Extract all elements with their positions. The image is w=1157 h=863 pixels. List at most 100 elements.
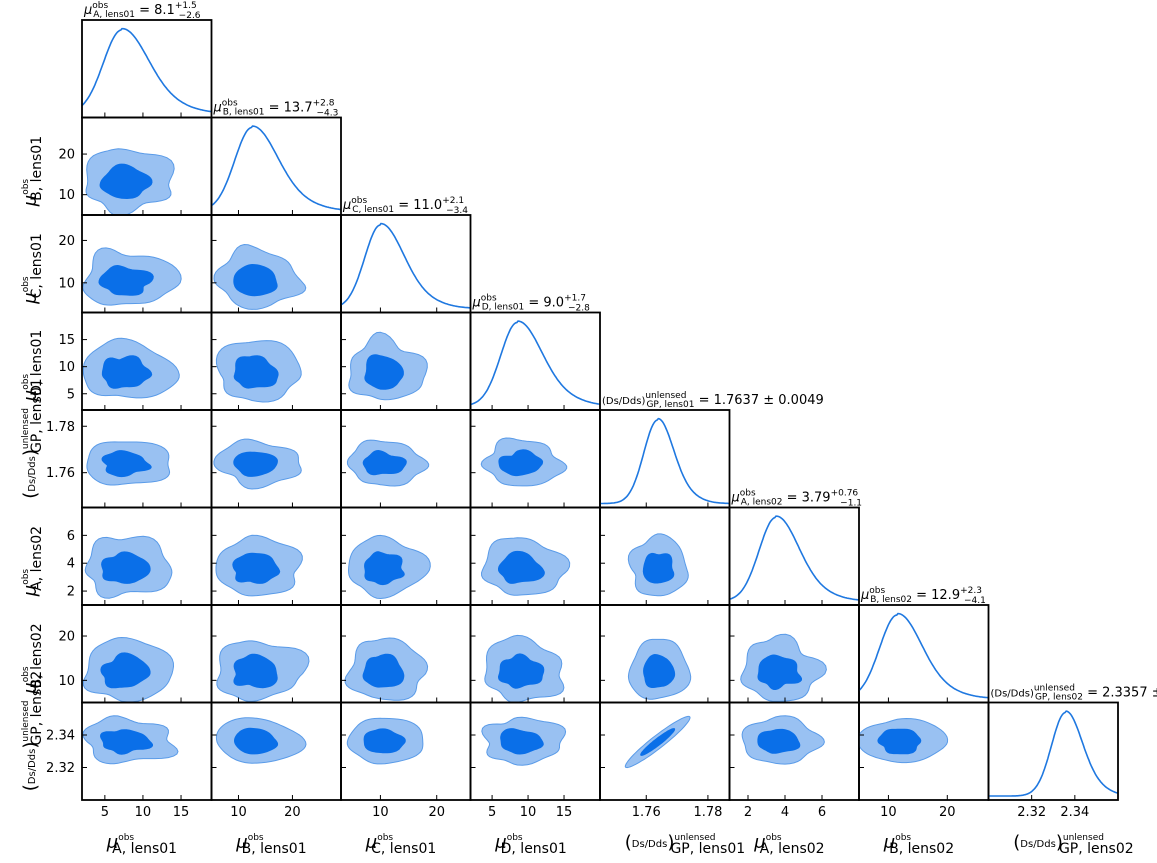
contour-68 xyxy=(364,551,405,586)
contour-panel-muA_lens01-vs-muB_lens01 xyxy=(81,116,213,216)
x-tick-label: 5 xyxy=(488,805,496,820)
panel-title-muD_lens01: μobs D, lens01 = 9.0+1.7 −2.8 xyxy=(472,294,591,314)
contour-68 xyxy=(643,653,676,688)
y-tick-label: 20 xyxy=(58,630,75,645)
x-axis-label-muB_lens01: μobs B, lens01 xyxy=(235,832,306,857)
panel-frame xyxy=(858,604,990,704)
contour-panel-muB_lens01-vs-muC_lens01 xyxy=(210,214,342,314)
density-curve-ratio_lens01 xyxy=(600,417,730,505)
contour-68 xyxy=(757,654,802,690)
contour-panel-muC_lens01-vs-muD_lens01 xyxy=(340,311,472,411)
panel-title-muA_lens01: μobs A, lens01 = 8.1+1.5 −2.6 xyxy=(83,1,201,21)
contour-panel-ratio_lens01-vs-muA_lens02 xyxy=(599,506,731,606)
density-curve-muB_lens02 xyxy=(859,612,989,699)
contour-68 xyxy=(101,551,151,584)
contour-68 xyxy=(363,728,406,754)
density-panel-muC_lens01 xyxy=(340,214,472,314)
contour-68 xyxy=(233,263,278,297)
x-tick-label: 1.78 xyxy=(693,805,722,820)
panel-frame xyxy=(340,214,472,314)
contour-68 xyxy=(101,450,152,478)
contour-panel-muB_lens02-vs-ratio_lens02 xyxy=(858,701,990,801)
x-axis-label-ratio_lens01: (Ds/Dds)unlensed GP, lens01 xyxy=(625,832,745,857)
contour-68 xyxy=(233,355,279,389)
density-panel-ratio_lens02 xyxy=(987,701,1119,801)
y-tick-label: 15 xyxy=(58,333,75,348)
y-tick-label: 2 xyxy=(67,585,75,600)
contour-panel-muD_lens01-vs-ratio_lens01 xyxy=(469,409,601,509)
contour-panel-muB_lens01-vs-ratio_lens01 xyxy=(210,409,342,509)
y-axis-label-muD_lens01: μobsD, lens01 xyxy=(20,330,45,403)
density-curve-muB_lens01 xyxy=(211,125,341,211)
x-axis-label-muA_lens01: μobs A, lens01 xyxy=(106,832,177,857)
contour-68 xyxy=(233,451,278,477)
contour-68 xyxy=(101,355,153,389)
contour-68 xyxy=(99,163,153,200)
y-tick-label: 10 xyxy=(58,276,75,291)
x-tick-label: 10 xyxy=(372,805,389,820)
contour-panel-muC_lens01-vs-muB_lens02 xyxy=(340,604,472,704)
density-panel-muA_lens02 xyxy=(728,506,860,606)
contour-68 xyxy=(877,728,922,755)
panel-frame xyxy=(987,701,1119,801)
x-tick-label: 20 xyxy=(284,805,301,820)
contour-68 xyxy=(99,729,153,755)
x-tick-label: 10 xyxy=(880,805,897,820)
contour-panel-muC_lens01-vs-ratio_lens02 xyxy=(340,701,472,801)
contour-panel-muD_lens01-vs-ratio_lens02 xyxy=(469,701,601,801)
y-tick-label: 10 xyxy=(58,188,75,203)
x-tick-label: 2.34 xyxy=(1060,805,1089,820)
y-axis-label-muB_lens02: μobsB, lens02 xyxy=(20,623,45,694)
contour-panel-muA_lens02-vs-muB_lens02 xyxy=(728,604,860,704)
y-tick-label: 4 xyxy=(67,557,75,572)
contour-68 xyxy=(98,264,154,296)
contour-68 xyxy=(362,653,405,688)
density-panel-muB_lens02 xyxy=(858,604,990,704)
panel-title-ratio_lens02: (Ds/Dds)unlensedGP, lens02 = 2.3357 ± 0.… xyxy=(991,684,1157,703)
x-tick-label: 10 xyxy=(135,805,152,820)
contour-68 xyxy=(500,728,544,755)
contour-panel-muB_lens01-vs-ratio_lens02 xyxy=(210,701,342,801)
contour-68 xyxy=(364,354,404,390)
density-panel-muD_lens01 xyxy=(469,311,601,411)
x-axis-label-ratio_lens02: (Ds/Dds)unlensed GP, lens02 xyxy=(1013,832,1133,857)
contour-panel-muA_lens01-vs-ratio_lens02 xyxy=(81,701,213,801)
panel-frame xyxy=(599,701,731,801)
density-curve-muA_lens02 xyxy=(729,515,859,601)
y-tick-label: 10 xyxy=(58,674,75,689)
y-tick-label: 1.76 xyxy=(46,466,75,481)
x-axis-label-muA_lens02: μobs A, lens02 xyxy=(753,832,824,857)
contour-panel-muA_lens01-vs-ratio_lens01 xyxy=(81,409,213,509)
density-panel-muA_lens01 xyxy=(81,19,213,119)
contour-68 xyxy=(233,727,279,755)
contour-68 xyxy=(640,728,676,756)
contour-68 xyxy=(498,550,545,584)
contour-panel-muA_lens01-vs-muC_lens01 xyxy=(81,214,213,314)
panel-frame xyxy=(728,506,860,606)
panel-frame xyxy=(469,311,601,411)
contour-68 xyxy=(757,728,801,754)
contour-68 xyxy=(233,653,278,689)
x-tick-label: 6 xyxy=(818,805,826,820)
density-curve-ratio_lens02 xyxy=(988,710,1118,797)
contour-68 xyxy=(100,652,151,689)
density-curve-muD_lens01 xyxy=(470,320,600,406)
y-tick-label: 1.78 xyxy=(46,420,75,435)
panel-title-muC_lens01: μobs C, lens01 = 11.0+2.1 −3.4 xyxy=(342,196,468,216)
y-tick-label: 2.32 xyxy=(46,761,75,776)
x-axis-label-muD_lens01: μobs D, lens01 xyxy=(494,832,567,857)
y-axis-label-muB_lens01: μobsB, lens01 xyxy=(20,136,45,207)
density-panel-ratio_lens01 xyxy=(599,409,731,509)
contour-panel-muC_lens01-vs-ratio_lens01 xyxy=(340,409,472,509)
x-tick-label: 1.76 xyxy=(632,805,661,820)
contour-68 xyxy=(362,449,407,476)
x-tick-label: 15 xyxy=(173,805,190,820)
contour-panel-muD_lens01-vs-muA_lens02 xyxy=(469,506,601,606)
panel-title-muA_lens02: μobs A, lens02 = 3.79+0.76 −1.1 xyxy=(731,489,863,509)
y-axis-label-ratio_lens02: (Ds/Dds)unlensedGP, lens02 xyxy=(20,671,45,791)
contour-panel-ratio_lens01-vs-ratio_lens02 xyxy=(599,701,731,801)
y-tick-label: 6 xyxy=(67,529,75,544)
panel-frame xyxy=(210,116,342,216)
density-curve-muC_lens01 xyxy=(341,222,471,309)
